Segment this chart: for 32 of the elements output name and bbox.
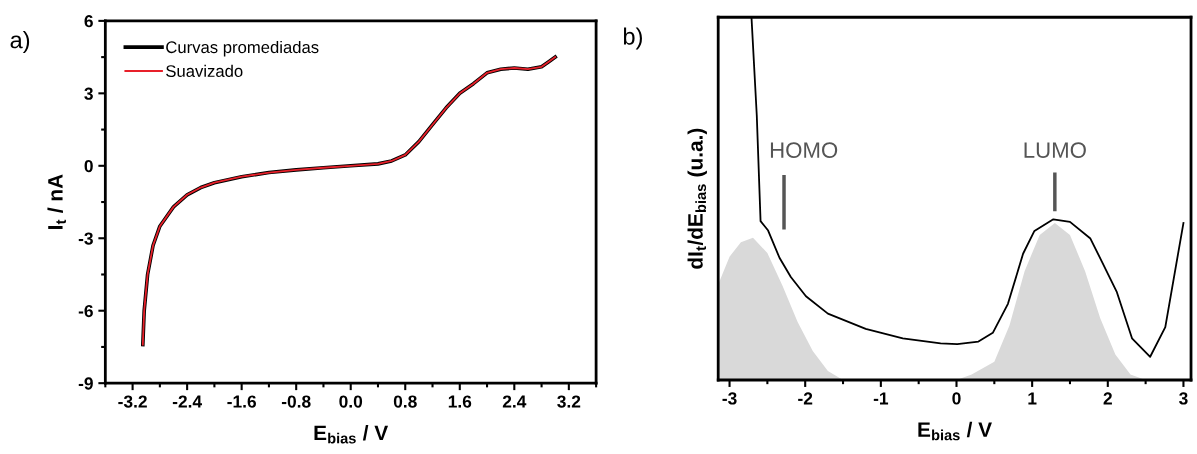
- y-tick-label: -9: [78, 377, 93, 390]
- legend-label: Suavizado: [166, 64, 243, 77]
- annotation: HOMO: [770, 142, 838, 158]
- x-tick-label: 0.8: [393, 395, 417, 408]
- annotation: LUMO: [1024, 142, 1086, 158]
- y-tick-label: 6: [84, 15, 93, 28]
- x-tick-label: -3.2: [118, 395, 147, 408]
- x-tick-label: 3.2: [557, 395, 581, 408]
- x-tick-label: 2: [1103, 392, 1112, 405]
- x-tick-label: 0: [952, 392, 961, 405]
- x-tick-label: -2: [798, 392, 813, 405]
- x-tick-label: -2.4: [172, 395, 202, 408]
- y-axis-title: I$_{t}$ / nA: [47, 174, 66, 229]
- x-tick-label: 3: [1179, 392, 1188, 405]
- y-tick-label: -6: [78, 304, 93, 318]
- y-tick-label: -3: [78, 232, 93, 245]
- y-axis-title: dI$_{t}$/dE$_{bias}$ (u.a.): [687, 128, 707, 269]
- x-tick-label: 0.0: [339, 395, 363, 408]
- x-tick-label: 1.6: [448, 395, 472, 408]
- legend-label: Curvas promediadas: [166, 40, 319, 57]
- x-tick-label: -1.6: [227, 395, 256, 408]
- text: a): [10, 31, 30, 54]
- y-tick-label: 0: [84, 159, 93, 173]
- x-tick-label: 1: [1028, 392, 1037, 405]
- y-tick-label: 3: [84, 87, 93, 100]
- x-tick-label: -3: [722, 392, 737, 405]
- x-tick-label: 2.4: [502, 395, 527, 408]
- x-axis-title: E$_{bias}$ / V: [918, 421, 992, 441]
- x-axis-title: E$_{bias}$ / V: [314, 424, 389, 444]
- text: b): [623, 27, 642, 50]
- x-tick-label: -0.8: [281, 395, 311, 408]
- x-tick-label: -1: [873, 392, 889, 405]
